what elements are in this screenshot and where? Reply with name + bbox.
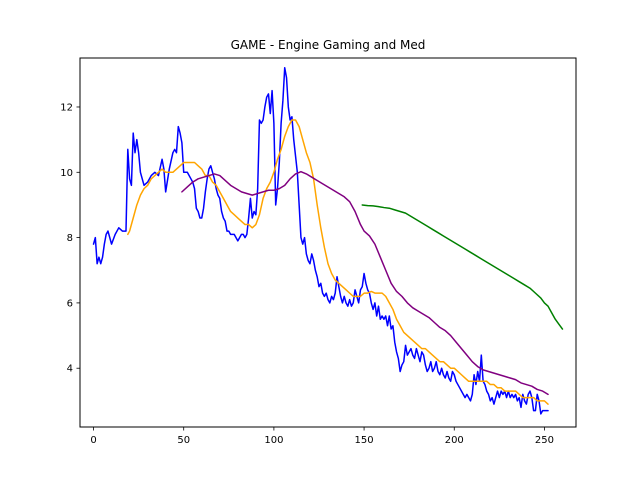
series-line-1 xyxy=(127,119,549,405)
y-axis: 4 6 8 10 12 xyxy=(60,102,80,375)
y-tick-label: 10 xyxy=(60,168,73,179)
chart-title: GAME - Engine Gaming and Med xyxy=(231,38,426,52)
x-tick-label: 250 xyxy=(535,435,554,446)
x-tick-label: 100 xyxy=(264,435,283,446)
y-tick-label: 4 xyxy=(67,364,73,375)
y-tick-label: 6 xyxy=(67,298,73,309)
x-axis: 0 50 100 150 200 250 xyxy=(90,427,554,446)
series-line-3 xyxy=(361,204,564,330)
x-tick-label: 0 xyxy=(90,435,96,446)
y-tick-label: 8 xyxy=(67,233,73,244)
x-tick-label: 200 xyxy=(445,435,464,446)
series-line-2 xyxy=(181,170,549,396)
y-tick-label: 12 xyxy=(60,102,73,113)
x-tick-label: 150 xyxy=(355,435,374,446)
x-tick-label: 50 xyxy=(177,435,190,446)
plot-frame xyxy=(79,57,577,428)
series-line-0 xyxy=(92,67,549,415)
series-layer xyxy=(92,67,564,415)
